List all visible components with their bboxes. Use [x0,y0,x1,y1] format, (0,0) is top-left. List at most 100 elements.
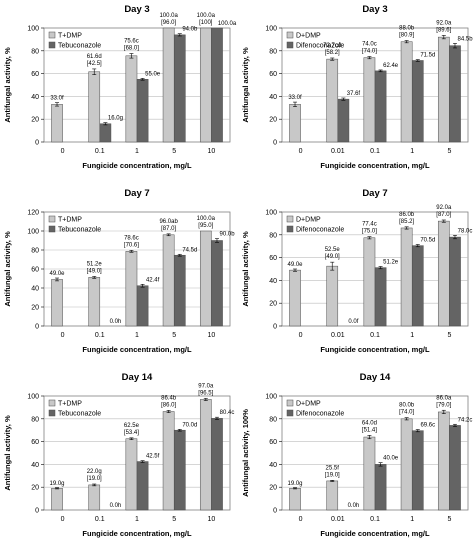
y-tick-label: 80 [31,248,39,255]
data-label: 0.0h [110,319,122,325]
bar-fungicide [99,123,112,143]
bar-combination [125,438,138,511]
legend-label: T+DMP [58,217,82,224]
y-tick-label: 80 [31,48,39,55]
data-label-value: 25.5f [326,465,340,471]
y-tick-label: 80 [31,416,39,423]
data-label: 92.0a [87.0] [436,205,452,218]
chart-title: Day 7 [124,188,149,199]
data-label: 33.0f [50,96,64,102]
data-label: 96.0ab [87.0] [159,219,178,232]
bar-fungicide [411,430,424,511]
data-label: 42.4f [146,277,160,283]
bar-combination [326,265,339,327]
x-tick-label: 5 [447,332,451,339]
bar-combination [363,57,376,143]
data-label: 19.0g [288,481,303,487]
bar-fungicide [449,45,461,143]
data-label-bracket: [75.0] [362,229,377,235]
data-label-bracket: [49.0] [87,268,102,274]
legend-label: Difenoconazole [296,43,344,50]
y-tick-label: 40 [31,462,39,469]
data-label-bracket: [95.0] [198,223,213,229]
data-label: 97.0a [96.5] [198,383,214,396]
x-tick-label: 1 [135,332,139,339]
bar-fungicide [211,418,223,511]
y-tick-label: 20 [31,305,39,312]
y-tick-label: 20 [269,117,277,124]
bar-combination [437,36,450,143]
x-tick-label: 0.1 [95,148,105,155]
bar-combination [400,41,413,143]
bar-combination [199,27,212,143]
data-label-bracket: [49.0] [325,254,340,260]
chart-title: Day 14 [122,372,153,383]
y-tick-label: 0 [35,140,39,147]
data-label: 74.5d [182,247,197,253]
y-tick-label: 40 [31,94,39,101]
data-label: 52.5e [49.0] [325,247,341,260]
bar-fungicide [173,254,186,327]
data-label: 72.7cd [58.2] [323,43,341,56]
data-label: 55.0e [145,71,161,77]
y-axis-label: Antifungal activity, 100% [241,409,250,497]
data-label: 77.4c [75.0] [362,222,377,235]
data-label: 86.0a [79.0] [436,395,452,408]
bar-combination [363,436,376,511]
legend-swatch [48,41,56,49]
y-tick-label: 20 [269,485,277,492]
bar-combination [51,488,63,511]
data-label-value: 75.6c [124,39,139,45]
bar-combination [88,484,101,511]
legend-swatch [286,41,294,49]
x-tick-label: 0.01 [331,148,345,155]
x-tick-label: 0.1 [370,516,380,523]
data-label-bracket: [79.0] [436,402,451,408]
data-label-value: 80.0b [399,403,415,409]
data-label: 100.0a [95.0] [197,216,216,229]
y-tick-label: 80 [269,416,277,423]
x-tick-label: 0.01 [331,332,345,339]
data-label-bracket: [100] [199,20,213,26]
bar-fungicide [449,236,461,327]
y-axis-label: Antifungal activity, % [3,415,12,491]
legend-swatch [286,31,294,39]
legend-swatch [286,225,294,233]
x-tick-label: 0 [299,332,303,339]
x-tick-label: 0.1 [95,516,105,523]
x-axis-label: Fungicide concentration, mg/L [320,529,430,538]
chart-panel: Day 14 0 20 40 60 80 100 Antifungal activity, 1… [241,372,472,538]
y-axis-label: Antifungal activity, % [3,231,12,307]
y-tick-label: 0 [273,508,277,515]
y-tick-label: 100 [265,210,277,217]
data-label: 86.4b [86.0] [161,395,177,408]
data-label-value: 74.0c [362,42,377,48]
legend-label: Tebuconazole [58,43,101,50]
chart-title: Day 3 [362,4,387,15]
legend-label: Tebuconazole [58,411,101,418]
x-axis-label: Fungicide concentration, mg/L [320,345,430,354]
bar-fungicide [411,60,424,143]
legend-swatch [48,225,56,233]
bar-combination [199,230,212,327]
legend-label: Difenoconazole [296,411,344,418]
data-label-bracket: [19.0] [325,472,340,478]
bar-fungicide [411,245,424,327]
data-label-bracket: [86.0] [161,402,176,408]
y-tick-label: 80 [269,48,277,55]
x-tick-label: 1 [135,516,139,523]
data-label-bracket: [42.5] [87,61,102,67]
data-label: 78.6c [70.6] [124,235,139,248]
data-label: 92.0a [89.6] [436,20,452,33]
data-label-bracket: [74.0] [362,49,377,55]
data-label-value: 86.0a [436,395,452,401]
data-label-bracket: [19.0] [87,476,102,482]
x-tick-label: 0 [61,516,65,523]
chart-title: Day 3 [124,4,149,15]
data-label: 37.6f [347,91,361,97]
bar-combination [400,227,413,327]
data-label-value: 100.0a [159,13,178,19]
